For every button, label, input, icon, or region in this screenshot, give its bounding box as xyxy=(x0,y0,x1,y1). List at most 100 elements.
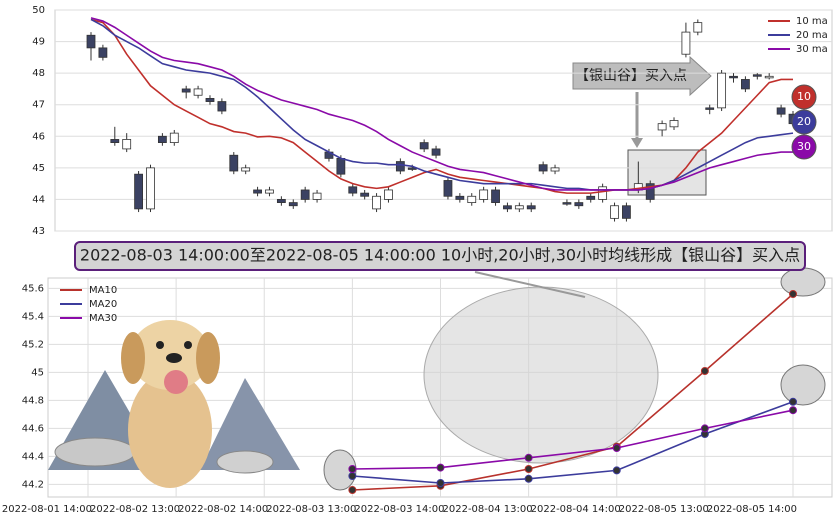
candle-body xyxy=(253,189,262,194)
legend-label: MA20 xyxy=(89,299,117,310)
candle-body xyxy=(669,120,679,128)
candle-body xyxy=(98,47,108,58)
ma-line xyxy=(90,17,793,191)
y-tick-label: 48 xyxy=(32,68,45,79)
candle-body xyxy=(776,107,786,115)
annotation: 【银山谷】买入点 xyxy=(575,68,687,84)
candle-body xyxy=(395,161,405,172)
point xyxy=(436,463,445,472)
mountain xyxy=(200,378,300,470)
candle-body xyxy=(419,142,429,150)
candle-body xyxy=(479,189,489,200)
y-tick-label: 47 xyxy=(32,100,45,111)
candle-body xyxy=(312,192,322,200)
x-tick-label: 2022-08-04 14:00 xyxy=(531,504,621,515)
candle-body xyxy=(657,123,667,131)
point xyxy=(524,474,533,483)
point xyxy=(436,479,445,487)
legend-label: 30 ma xyxy=(796,44,828,55)
candle-body xyxy=(229,154,239,172)
badge-label: 10 xyxy=(797,90,811,103)
candle-body xyxy=(467,195,477,203)
y-tick-label: 45.4 xyxy=(22,311,44,322)
candle-body xyxy=(288,202,298,207)
decoration xyxy=(48,55,826,491)
y-tick-label: 46 xyxy=(32,131,45,142)
candle-body xyxy=(681,31,691,55)
badge-label: 20 xyxy=(797,115,811,128)
candle-body xyxy=(693,22,703,33)
candle-body xyxy=(503,205,512,210)
x-tick-label: 2022-08-05 13:00 xyxy=(619,504,709,515)
point xyxy=(524,465,533,473)
candle-body xyxy=(181,88,191,93)
point xyxy=(612,444,621,452)
y-tick-label: 49 xyxy=(32,37,45,48)
candle-body xyxy=(491,189,500,203)
point xyxy=(348,465,357,473)
chart-title: 2022-08-03 14:00:00至2022-08-05 14:00:00 … xyxy=(80,246,800,265)
candle-body xyxy=(550,167,560,172)
y-tick-label: 45 xyxy=(32,163,45,174)
candle-body xyxy=(717,72,727,109)
y-tick-label: 45.2 xyxy=(22,339,44,350)
legend-label: MA30 xyxy=(89,313,117,324)
candle-body xyxy=(538,164,548,172)
y-tick-label: 45.6 xyxy=(22,283,44,294)
ma-line xyxy=(352,409,794,470)
ma-line xyxy=(352,401,794,484)
candle-body xyxy=(705,107,715,110)
candle-body xyxy=(384,189,393,200)
candle-body xyxy=(562,202,572,205)
candle-body xyxy=(300,189,310,200)
legend-label: 20 ma xyxy=(796,30,828,41)
x-tick-label: 2022-08-03 14:00 xyxy=(354,504,444,515)
candle-body xyxy=(455,195,465,200)
candle-body xyxy=(276,199,286,203)
badge xyxy=(791,84,817,110)
badge-label: 30 xyxy=(797,140,811,153)
y-tick-label: 44.8 xyxy=(22,395,44,406)
candle-body xyxy=(336,157,346,175)
candle-body xyxy=(348,186,358,194)
candle-body xyxy=(86,34,96,49)
candle-body xyxy=(157,135,167,144)
point xyxy=(789,397,797,406)
candle-body xyxy=(110,139,120,143)
candle-body xyxy=(241,167,251,172)
point xyxy=(524,453,533,462)
candle-body xyxy=(526,205,536,210)
candle-body xyxy=(764,75,774,79)
x-tick-label: 2022-08-05 14:00 xyxy=(707,504,797,515)
point xyxy=(700,367,709,375)
ma-line xyxy=(90,18,793,194)
badge xyxy=(791,109,817,135)
ingot xyxy=(780,267,826,297)
candle-body xyxy=(431,148,441,156)
candle-body xyxy=(122,139,132,150)
dog-ear xyxy=(121,332,145,384)
ingot xyxy=(780,364,826,406)
arrow-head xyxy=(631,138,643,148)
point xyxy=(348,472,357,480)
candle-body xyxy=(574,202,584,207)
top-plot-area xyxy=(54,9,833,232)
candle-body xyxy=(443,180,453,197)
candle-body xyxy=(169,132,179,143)
candle-body xyxy=(372,195,381,210)
highlight-ellipse xyxy=(423,286,659,464)
x-tick-label: 2022-08-01 14:00 xyxy=(2,504,92,515)
x-tick-label: 2022-08-02 13:00 xyxy=(90,504,180,515)
candle-body xyxy=(586,195,596,200)
candle-body xyxy=(217,101,227,112)
point xyxy=(700,424,709,433)
x-tick-label: 2022-08-02 14:00 xyxy=(178,504,268,515)
y-tick-label: 43 xyxy=(32,226,45,237)
annotation-arrow xyxy=(572,55,712,97)
candle-body xyxy=(729,75,738,79)
candle-body xyxy=(514,205,524,210)
dog-tongue xyxy=(164,370,188,394)
candle-body xyxy=(645,183,655,200)
y-tick-label: 44 xyxy=(32,194,45,205)
